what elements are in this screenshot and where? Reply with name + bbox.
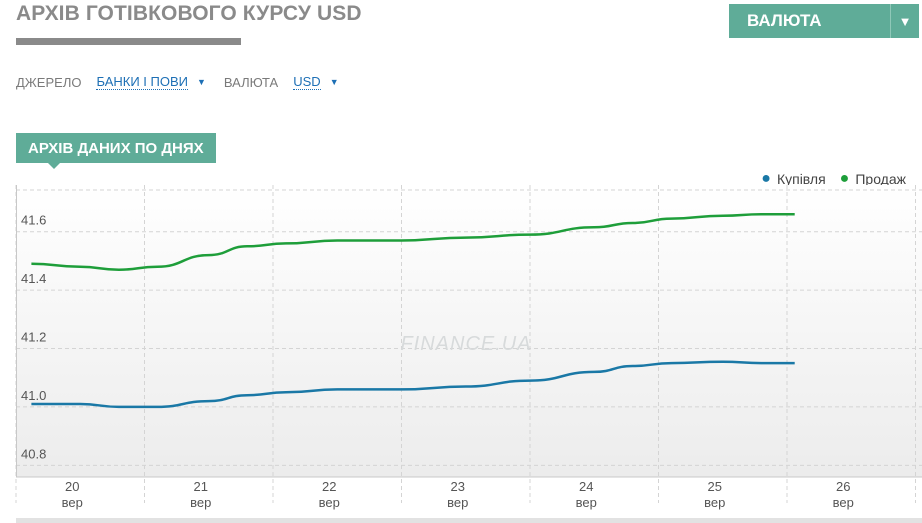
legend-label-sell: Продаж [855,171,906,187]
section-title: АРХІВ ДАНИХ ПО ДНЯХ [28,139,204,157]
currency-button-label: ВАЛЮТА [747,11,822,30]
section-tab-daily-archive: АРХІВ ДАНИХ ПО ДНЯХ [16,133,216,169]
currency-select[interactable]: USD [293,74,321,90]
x-tick-label-1: 21 [194,479,208,494]
x-tick-sublabel-4: вер [576,495,597,510]
tab-notch [48,163,60,169]
x-tick-label-2: 22 [322,479,336,494]
title-underline [16,38,241,45]
chevron-down-icon: ▼ [898,13,912,29]
series-line-1 [31,212,795,271]
currency-chevron-down-icon[interactable]: ▼ [329,77,339,87]
source-label: ДЖЕРЕЛО [16,74,82,90]
x-tick-label-3: 23 [451,479,465,494]
x-tick-label-0: 20 [65,479,79,494]
legend-item-sell[interactable]: ● Продаж [839,170,906,188]
x-tick-sublabel-1: вер [190,495,211,510]
source-select[interactable]: БАНКИ І ПОВИ [96,74,188,90]
x-tick-label-5: 25 [708,479,722,494]
y-axis-labels: 41.6 41.4 41.2 41.0 40.8 [21,213,46,462]
source-chevron-down-icon[interactable]: ▼ [197,77,206,87]
x-tick-sublabel-0: вер [62,495,83,510]
y-tick-label-2: 41.2 [21,330,46,345]
x-tick-label-4: 24 [579,479,593,494]
button-divider [890,4,891,38]
x-tick-sublabel-3: вер [447,495,468,510]
rate-chart: FINANCE.UA 41.641.441.241.040.8 20вер21в… [15,185,922,510]
y-tick-label-3: 41.0 [21,388,46,403]
bottom-strip [16,518,922,523]
plot-background [16,185,922,477]
watermark: FINANCE.UA [400,333,531,355]
legend-item-buy[interactable]: ● Купівля [761,170,826,188]
filters-bar: ДЖЕРЕЛО БАНКИ І ПОВИ ▼ ВАЛЮТА USD ▼ [16,74,357,90]
x-tick-sublabel-2: вер [319,495,340,510]
y-tick-label-4: 40.8 [21,446,46,461]
series-lines [31,212,795,409]
y-tick-label-0: 41.6 [21,213,46,228]
page-title: АРХІВ ГОТІВКОВОГО КУРСУ USD [16,2,362,25]
currency-label: ВАЛЮТА [223,74,279,90]
legend-dot-buy-icon: ● [761,170,771,187]
series-line-0 [31,360,795,409]
y-tick-label-1: 41.4 [21,271,46,286]
legend-dot-sell-icon: ● [839,170,850,187]
x-tick-sublabel-5: вер [704,495,725,510]
chart-legend: ● Купівля ● Продаж [747,170,906,188]
x-tick-sublabel-6: вер [833,495,854,510]
x-tick-label-6: 26 [836,479,850,494]
currency-dropdown-button[interactable]: ВАЛЮТА ▼ [729,4,919,38]
legend-label-buy: Купівля [776,171,826,187]
